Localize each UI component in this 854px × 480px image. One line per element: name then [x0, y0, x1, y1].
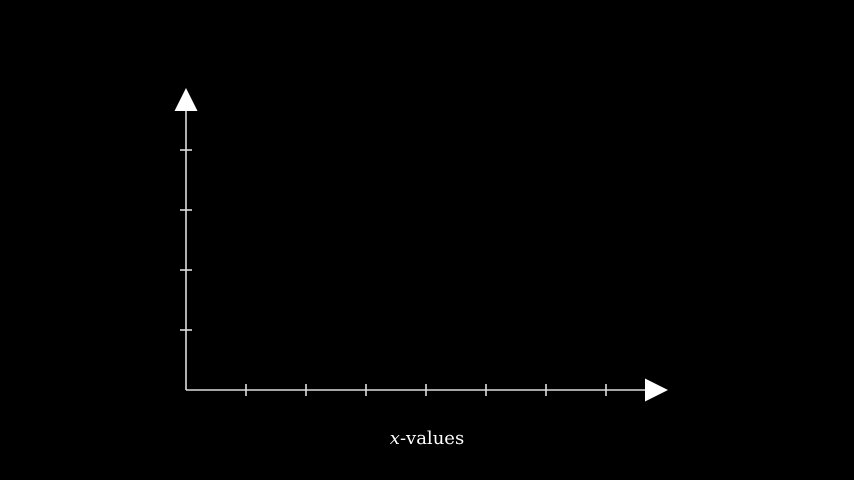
y-axis-ticks: [180, 149, 192, 331]
x-axis-label: x-values: [390, 428, 464, 449]
x-axis-ticks: [245, 384, 607, 396]
y-axis: [174, 88, 198, 390]
x-axis: [186, 378, 668, 402]
x-axis-arrow: [645, 378, 668, 402]
y-axis-arrow: [174, 88, 198, 111]
x-axis-label-variable: x: [390, 428, 400, 449]
x-axis-label-text: -values: [400, 428, 464, 449]
